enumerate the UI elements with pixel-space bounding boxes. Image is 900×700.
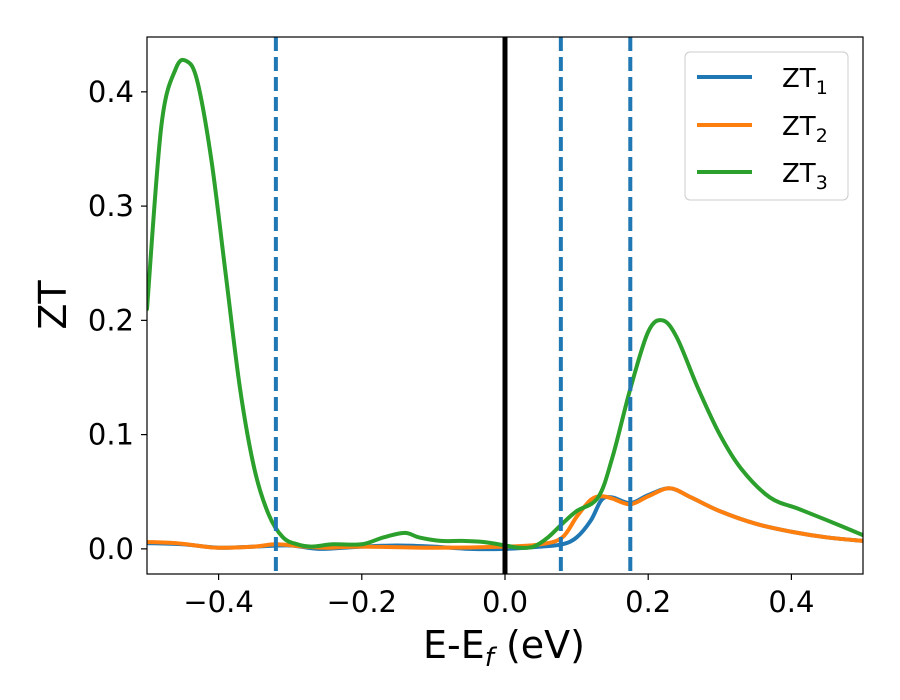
legend-label-zt2: ZT2	[782, 112, 828, 147]
series-line-zt2	[147, 486, 863, 550]
legend-entry-zt2: ZT2	[697, 112, 828, 147]
legend: ZT1 ZT2 ZT3	[684, 51, 849, 201]
y-axis-label: ZT	[31, 280, 75, 330]
x-tick-label: −0.4	[183, 585, 253, 619]
legend-frame	[684, 51, 849, 201]
x-tick-label: 0.4	[768, 585, 814, 619]
plot-area	[147, 37, 863, 574]
x-tick-label: −0.2	[327, 585, 397, 619]
x-tick-label: 0.0	[482, 585, 528, 619]
y-tick-label: 0.2	[88, 303, 134, 337]
y-tick-label: 0.4	[88, 75, 134, 109]
y-tick-label: 0.3	[88, 189, 134, 223]
y-tick-label: 0.1	[88, 418, 134, 452]
x-axis-label: E-Ef (eV)	[423, 623, 585, 673]
legend-entry-zt1: ZT1	[697, 64, 828, 99]
legend-label-zt1: ZT1	[782, 64, 828, 99]
series-line-zt3	[147, 57, 863, 550]
legend-entry-zt3: ZT3	[697, 159, 828, 194]
legend-label-zt3: ZT3	[782, 159, 828, 194]
axes: −0.4 −0.2 0.0 0.2 0.4 0.0 0.1 0.2 0.3 0.4	[88, 36, 864, 619]
x-tick-label: 0.2	[625, 585, 671, 619]
y-tick-label: 0.0	[88, 532, 134, 566]
